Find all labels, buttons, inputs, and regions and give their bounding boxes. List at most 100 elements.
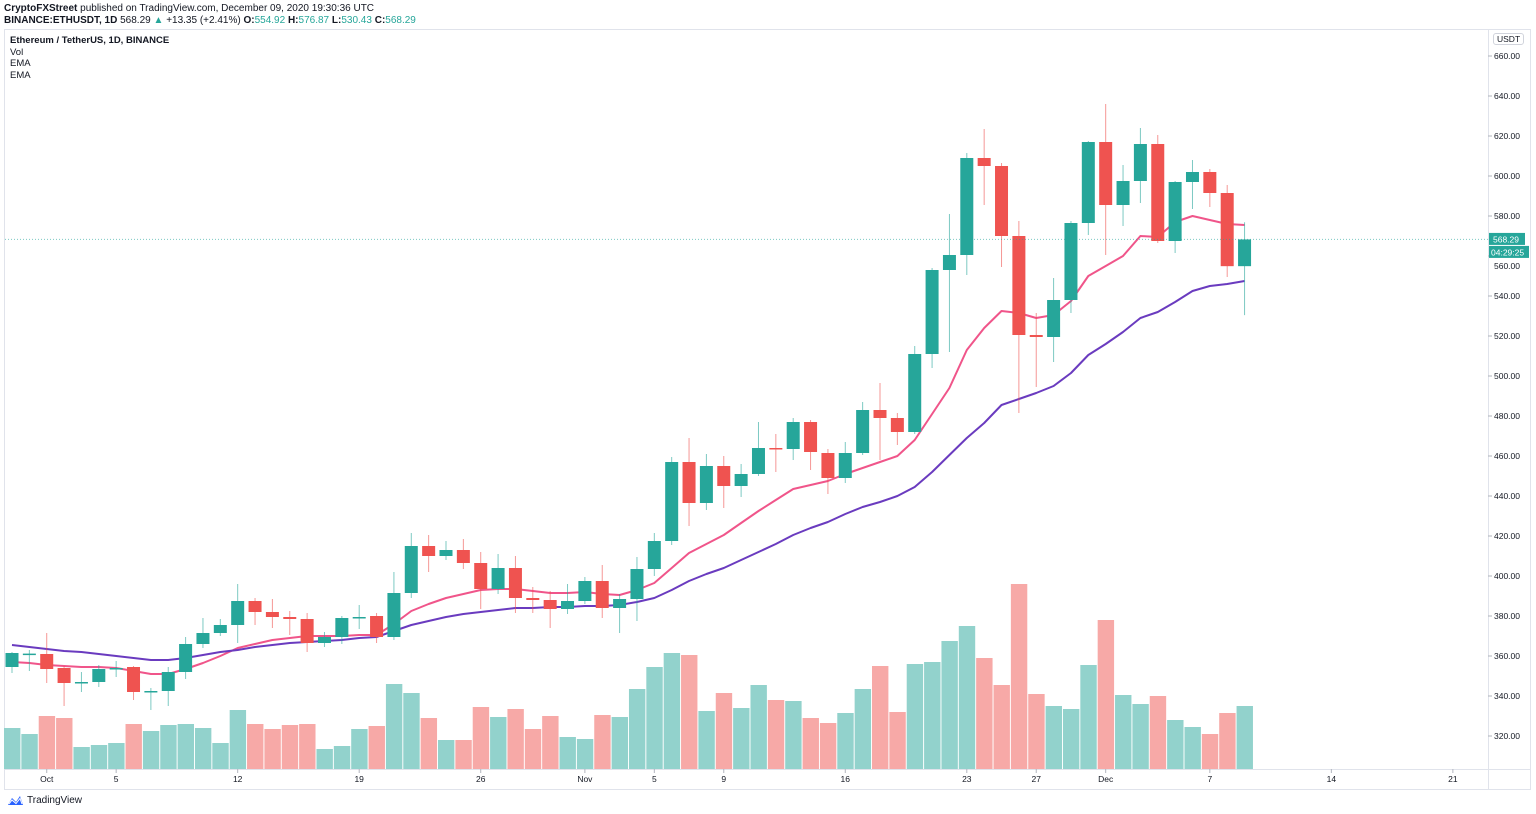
y-tick-label: 400.00 bbox=[1494, 571, 1520, 581]
candle-body[interactable] bbox=[890, 418, 904, 432]
candle-body[interactable] bbox=[821, 453, 835, 478]
volume-bar bbox=[1010, 584, 1028, 769]
candle-body[interactable] bbox=[960, 158, 974, 255]
symbol-line: BINANCE:ETHUSDT, 1D bbox=[4, 15, 118, 26]
candle-body[interactable] bbox=[1220, 193, 1234, 267]
volume-bar bbox=[420, 718, 438, 769]
volume-bar bbox=[785, 701, 802, 769]
candle-body[interactable] bbox=[1238, 239, 1252, 267]
candle-body[interactable] bbox=[873, 410, 887, 418]
candle-body[interactable] bbox=[1029, 335, 1043, 337]
candle-body[interactable] bbox=[161, 672, 175, 691]
candle-body[interactable] bbox=[613, 599, 627, 608]
candle-body[interactable] bbox=[942, 255, 956, 270]
candle-body[interactable] bbox=[595, 581, 609, 608]
candle-body[interactable] bbox=[317, 637, 331, 643]
candle-body[interactable] bbox=[995, 166, 1009, 236]
candle-body[interactable] bbox=[786, 422, 800, 449]
candle-body[interactable] bbox=[699, 466, 713, 503]
candle-body[interactable] bbox=[561, 601, 575, 609]
candle-body[interactable] bbox=[508, 568, 522, 598]
candle-body[interactable] bbox=[526, 598, 540, 600]
candle-body[interactable] bbox=[213, 625, 227, 633]
legend-ema-slow[interactable]: EMA bbox=[10, 69, 31, 81]
volume-bar bbox=[872, 666, 889, 769]
candle-body[interactable] bbox=[665, 462, 679, 541]
x-tick-label: 21 bbox=[1448, 774, 1458, 784]
candle-body[interactable] bbox=[769, 448, 783, 450]
legend-ema-fast[interactable]: EMA bbox=[10, 58, 31, 69]
volume-bar bbox=[819, 723, 837, 769]
candle-body[interactable] bbox=[682, 462, 696, 503]
volume-bar bbox=[38, 716, 56, 769]
candle-body[interactable] bbox=[231, 601, 245, 625]
volume-bar bbox=[542, 716, 559, 769]
candle-body[interactable] bbox=[1151, 144, 1165, 241]
candle-body[interactable] bbox=[92, 669, 106, 682]
candle-body[interactable] bbox=[908, 354, 922, 432]
candle-body[interactable] bbox=[5, 653, 19, 667]
candle-body[interactable] bbox=[543, 600, 557, 609]
candle-body[interactable] bbox=[804, 422, 818, 452]
legend-vol[interactable]: Vol bbox=[10, 46, 24, 58]
candle-body[interactable] bbox=[630, 569, 644, 599]
candle-body[interactable] bbox=[335, 618, 349, 637]
candle-body[interactable] bbox=[751, 448, 765, 474]
candle-body[interactable] bbox=[1203, 172, 1217, 193]
volume-bar bbox=[733, 708, 750, 769]
candle-body[interactable] bbox=[856, 410, 870, 453]
candle-body[interactable] bbox=[57, 668, 71, 683]
candle-body[interactable] bbox=[1133, 144, 1147, 181]
candle-body[interactable] bbox=[422, 546, 436, 556]
candle-body[interactable] bbox=[1012, 236, 1026, 335]
candle-body[interactable] bbox=[22, 653, 36, 656]
brand-name: TradingView bbox=[27, 795, 83, 806]
candle-body[interactable] bbox=[491, 568, 505, 589]
candle-body[interactable] bbox=[439, 550, 453, 556]
tradingview-cloud-icon bbox=[8, 796, 23, 805]
last-price-badge-text: 568.29 bbox=[1493, 234, 1519, 244]
candle-body[interactable] bbox=[925, 270, 939, 354]
candle-body[interactable] bbox=[1168, 182, 1182, 241]
candle-body[interactable] bbox=[838, 453, 852, 478]
candle-body[interactable] bbox=[717, 466, 731, 486]
volume-bar bbox=[490, 717, 507, 769]
time-axis-divider bbox=[4, 769, 1531, 770]
candle-body[interactable] bbox=[1081, 142, 1095, 223]
candle-body[interactable] bbox=[109, 668, 123, 670]
candle-body[interactable] bbox=[352, 617, 366, 619]
candle-body[interactable] bbox=[179, 644, 193, 672]
candle-body[interactable] bbox=[1047, 300, 1061, 337]
candle-body[interactable] bbox=[144, 691, 158, 693]
candle-body[interactable] bbox=[578, 581, 592, 601]
volume-bar bbox=[333, 746, 351, 769]
candle-body[interactable] bbox=[265, 612, 279, 617]
candle-body[interactable] bbox=[248, 601, 262, 612]
candle-body[interactable] bbox=[196, 633, 210, 644]
high-label: H: bbox=[287, 15, 299, 26]
candle-body[interactable] bbox=[977, 158, 991, 166]
candle-body[interactable] bbox=[647, 541, 661, 569]
candle-body[interactable] bbox=[127, 667, 141, 692]
candle-body[interactable] bbox=[300, 619, 314, 643]
candle-body[interactable] bbox=[40, 654, 54, 669]
volume-bar bbox=[247, 724, 264, 769]
candle-body[interactable] bbox=[283, 617, 297, 619]
candle-body[interactable] bbox=[74, 682, 88, 684]
candle-body[interactable] bbox=[474, 563, 488, 589]
candle-body[interactable] bbox=[1099, 142, 1113, 205]
candle-body[interactable] bbox=[370, 616, 384, 637]
candle-body[interactable] bbox=[456, 550, 470, 563]
candle-body[interactable] bbox=[404, 546, 418, 593]
candle-body[interactable] bbox=[1116, 181, 1130, 205]
candle-body[interactable] bbox=[387, 593, 401, 637]
candle-body[interactable] bbox=[1064, 223, 1078, 300]
currency-unit-button[interactable]: USDT bbox=[1493, 33, 1525, 45]
volume-bar bbox=[455, 740, 472, 769]
candle-body[interactable] bbox=[1185, 172, 1199, 182]
volume-bar bbox=[802, 718, 819, 769]
candle-body[interactable] bbox=[734, 474, 748, 486]
price-axis-divider bbox=[1488, 30, 1489, 790]
volume-bar bbox=[316, 749, 333, 769]
